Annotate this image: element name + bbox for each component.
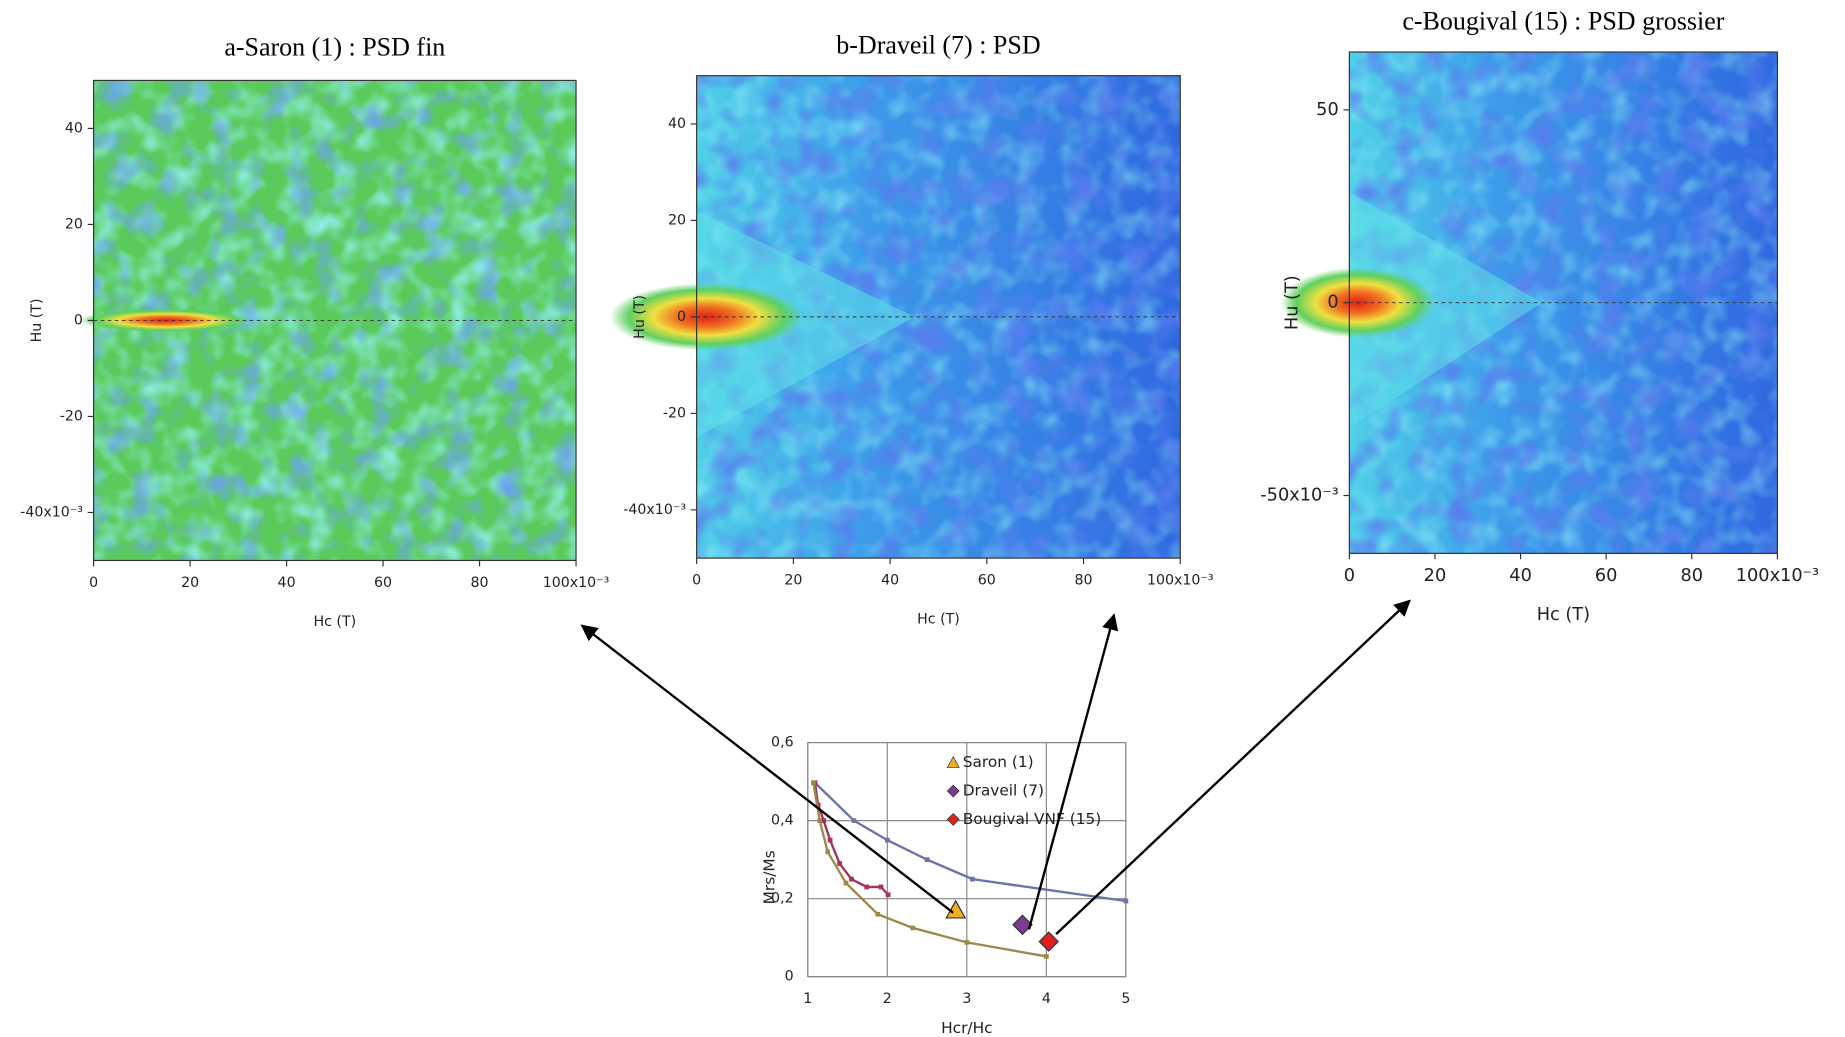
x-tick-label: 60 (1595, 566, 1618, 586)
y-axis-label: Hu (T) (632, 295, 648, 339)
charts: 0 20 40 60 80 100x10⁻³-40x10⁻³-2002040a-Saron… (20, 7, 1819, 1037)
legend-label: Saron (1) (963, 753, 1034, 771)
curve-point (849, 876, 854, 882)
chart-title: a-Saron (1) : PSD fin (224, 33, 445, 62)
y-tick-label: -50x10⁻³ (1260, 486, 1338, 506)
curve-point (837, 861, 842, 866)
y-tick-label: 40 (668, 116, 686, 132)
chart-title: c-Bougival (15) : PSD grossier (1402, 7, 1724, 36)
curve-point (827, 837, 833, 843)
legend-label: Draveil (7) (963, 782, 1044, 800)
curve-point (811, 780, 816, 786)
legend-marker (946, 813, 960, 826)
x-tick-label: 60 (978, 573, 996, 589)
curve-point (910, 925, 916, 931)
legend-marker (946, 756, 960, 768)
legend-marker (946, 784, 960, 798)
map-wedge (1349, 192, 1542, 429)
x-tick-label: 1 (803, 991, 812, 1007)
curve-point (851, 818, 857, 823)
y-tick-label: 50 (1316, 100, 1339, 120)
curve-point (817, 818, 823, 823)
x-tick-label: 20 (1424, 566, 1447, 586)
arrow (580, 624, 954, 914)
y-tick-label: 20 (65, 216, 83, 232)
y-tick-label: -20 (60, 408, 83, 424)
y-tick-label: -20 (663, 405, 686, 421)
y-tick-label: 20 (668, 212, 686, 228)
curve (814, 781, 1127, 903)
point (945, 899, 967, 919)
y-tick-label: -40x10⁻³ (623, 502, 686, 518)
y-tick-label: 0,2 (771, 891, 794, 907)
y-tick-label: 0 (677, 309, 686, 325)
legend-label: Bougival VNF (15) (963, 810, 1102, 828)
x-tick-label: 0 (692, 573, 701, 589)
y-tick-label: 0,4 (771, 813, 794, 829)
y-axis-label: Hu (T) (29, 299, 45, 343)
curve-point (1043, 954, 1049, 959)
curve (812, 782, 1047, 958)
x-tick-label: 40 (278, 575, 296, 591)
x-tick-label: 80 (471, 575, 489, 591)
x-tick-label: 40 (1509, 566, 1532, 586)
curve-point (1123, 898, 1129, 904)
x-tick-label: 80 (1681, 566, 1704, 586)
curve-point (924, 857, 930, 862)
x-tick-label: 80 (1075, 573, 1093, 589)
y-tick-label: 0 (1327, 293, 1338, 313)
y-tick-label: 0 (785, 969, 794, 985)
x-axis-label: Hcr/Hc (941, 1019, 992, 1037)
x-tick-label: 0 (1344, 566, 1355, 586)
x-tick-label: 100x10⁻³ (1736, 566, 1819, 586)
x-tick-label: 20 (181, 575, 199, 591)
x-tick-label: 0 (89, 575, 98, 591)
x-tick-label: 40 (881, 573, 899, 589)
curve-point (964, 939, 970, 945)
curve-point (884, 837, 890, 843)
map-wedge (696, 210, 915, 438)
point (1012, 914, 1033, 936)
curve-point (885, 892, 891, 898)
x-axis-label: Hc (T) (313, 614, 356, 630)
x-tick-label: 60 (374, 575, 392, 591)
curve-point (878, 884, 884, 890)
curve-point (821, 818, 827, 823)
arrow (1055, 599, 1411, 935)
x-tick-label: 3 (962, 991, 971, 1007)
x-tick-label: 20 (784, 573, 802, 589)
x-tick-label: 4 (1042, 991, 1051, 1007)
y-axis-label: Mrs/Ms (760, 850, 778, 904)
y-tick-label: -40x10⁻³ (20, 504, 83, 520)
x-tick-label: 5 (1121, 991, 1130, 1007)
arrows (580, 599, 1411, 935)
curve-point (970, 876, 975, 882)
curve-point (864, 884, 870, 890)
x-tick-label: 100x10⁻³ (1147, 573, 1214, 589)
x-tick-label: 100x10⁻³ (543, 575, 610, 591)
curve-point (825, 849, 831, 855)
curve-point (843, 880, 849, 886)
curve-point (875, 911, 881, 917)
y-axis-label: Hu (T) (1283, 275, 1303, 330)
y-tick-label: 40 (65, 120, 83, 136)
arrow (1027, 613, 1119, 930)
y-tick-label: 0 (74, 312, 83, 328)
y-tick-label: 0,6 (771, 735, 794, 751)
x-axis-label: Hc (T) (1537, 605, 1590, 625)
point (1038, 931, 1060, 952)
x-axis-label: Hc (T) (917, 612, 960, 628)
chart-title: b-Draveil (7) : PSD (836, 30, 1040, 59)
x-tick-label: 2 (883, 991, 892, 1007)
